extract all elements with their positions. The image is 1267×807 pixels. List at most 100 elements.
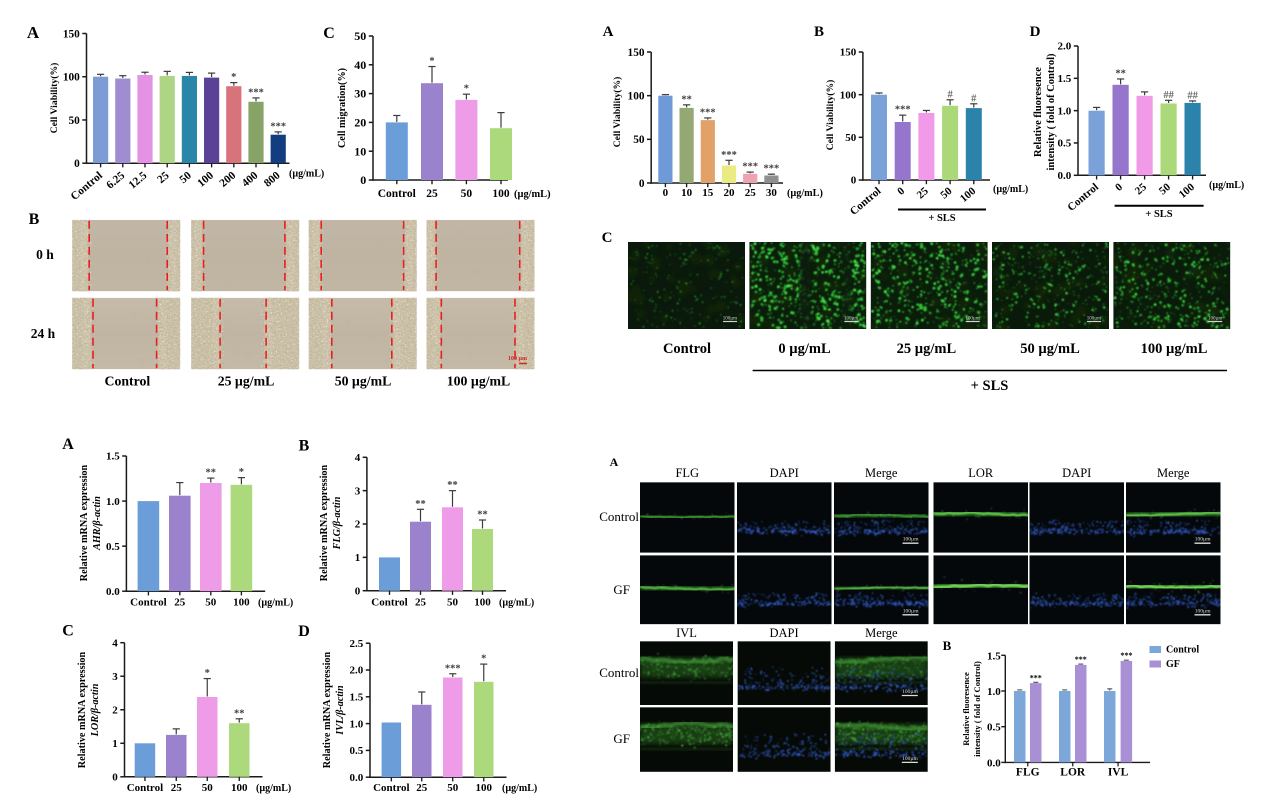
- svg-text:2.0: 2.0: [1058, 41, 1072, 53]
- svg-text:1.0: 1.0: [106, 496, 120, 508]
- svg-text:50: 50: [202, 782, 214, 794]
- svg-text:0 h: 0 h: [36, 247, 54, 262]
- svg-text:2: 2: [112, 704, 118, 716]
- svg-text:0: 0: [355, 585, 361, 597]
- svg-text:1.5: 1.5: [350, 692, 364, 704]
- svg-text:Relative mRNA expression: Relative mRNA expression: [77, 651, 88, 768]
- svg-text:***: ***: [248, 87, 264, 98]
- svg-text:0.5: 0.5: [1058, 138, 1072, 150]
- svg-text:1.5: 1.5: [1058, 73, 1072, 85]
- svg-text:Relative mRNA expression: Relative mRNA expression: [79, 464, 90, 581]
- svg-text:DAPI: DAPI: [770, 466, 799, 480]
- svg-text:Cell Viability(%): Cell Viability(%): [825, 80, 836, 151]
- svg-text:**: **: [234, 708, 245, 719]
- svg-text:*: *: [481, 654, 486, 665]
- svg-text:100µm: 100µm: [965, 317, 979, 322]
- svg-text:3: 3: [112, 671, 118, 683]
- svg-text:#: #: [971, 93, 977, 104]
- svg-text:Control: Control: [105, 374, 151, 389]
- svg-text:***: ***: [895, 105, 911, 116]
- svg-text:15: 15: [702, 187, 714, 199]
- svg-text:2.0: 2.0: [350, 665, 364, 677]
- svg-text:Control: Control: [127, 782, 163, 794]
- svg-text:**: **: [415, 499, 426, 510]
- svg-text:A: A: [603, 24, 614, 40]
- svg-text:0.0: 0.0: [350, 772, 364, 784]
- svg-text:4: 4: [355, 452, 361, 464]
- svg-text:Relative mRNA expression: Relative mRNA expression: [322, 651, 333, 768]
- svg-text:Control: Control: [378, 188, 416, 200]
- svg-text:(µg/mL): (µg/mL): [514, 189, 551, 200]
- svg-text:**: **: [1115, 68, 1126, 79]
- svg-text:100µm: 100µm: [844, 317, 858, 322]
- svg-text:IVL/β-actin: IVL/β-actin: [335, 685, 346, 736]
- svg-text:25 µg/mL: 25 µg/mL: [218, 374, 275, 389]
- svg-text:25: 25: [416, 782, 428, 794]
- svg-text:0.0: 0.0: [1058, 170, 1072, 182]
- svg-text:***: ***: [270, 121, 286, 132]
- svg-text:**: **: [477, 509, 488, 520]
- svg-text:(µg/mL): (µg/mL): [502, 783, 537, 794]
- svg-text:intensity ( fold of Control): intensity ( fold of Control): [1046, 53, 1057, 171]
- svg-text:0: 0: [639, 178, 645, 190]
- svg-text:0.5: 0.5: [350, 745, 364, 757]
- svg-text:+ SLS: + SLS: [971, 378, 1009, 394]
- svg-text:GF: GF: [613, 582, 630, 597]
- svg-text:Relative mRNA expression: Relative mRNA expression: [319, 464, 330, 581]
- svg-text:24 h: 24 h: [31, 326, 56, 341]
- svg-text:10: 10: [354, 144, 366, 158]
- svg-text:50: 50: [447, 782, 459, 794]
- svg-text:***: ***: [742, 162, 758, 173]
- svg-text:Cell Viability(%): Cell Viability(%): [49, 63, 60, 134]
- svg-text:FLG/β-actin: FLG/β-actin: [332, 496, 343, 550]
- svg-text:FLG: FLG: [675, 466, 699, 480]
- svg-text:100µm: 100µm: [723, 317, 737, 322]
- svg-text:Cell Viability(%): Cell Viability(%): [612, 77, 623, 148]
- svg-text:0: 0: [360, 173, 366, 187]
- svg-text:1: 1: [355, 552, 361, 564]
- svg-text:Control: Control: [373, 782, 409, 794]
- svg-text:1.5: 1.5: [106, 451, 120, 463]
- svg-text:AHR/β-actin: AHR/β-actin: [92, 496, 103, 551]
- svg-text:IVL: IVL: [676, 626, 697, 640]
- svg-text:Merge: Merge: [865, 466, 898, 480]
- svg-text:100µm: 100µm: [903, 608, 919, 614]
- svg-text:+ SLS: + SLS: [928, 213, 955, 224]
- svg-text:25: 25: [745, 187, 757, 199]
- svg-text:A: A: [62, 436, 74, 453]
- svg-text:Control: Control: [599, 509, 639, 524]
- svg-text:100 µm: 100 µm: [508, 356, 527, 362]
- svg-text:B: B: [299, 437, 310, 454]
- svg-text:100: 100: [628, 91, 645, 103]
- svg-text:1: 1: [112, 738, 118, 750]
- svg-text:(µg/mL): (µg/mL): [993, 184, 1028, 195]
- svg-text:50: 50: [354, 29, 366, 43]
- svg-text:25: 25: [174, 597, 186, 609]
- svg-text:**: **: [206, 468, 217, 479]
- svg-text:1.0: 1.0: [350, 718, 364, 730]
- svg-text:0.0: 0.0: [106, 586, 120, 598]
- svg-text:100: 100: [474, 597, 491, 609]
- svg-text:(µg/mL): (µg/mL): [256, 783, 291, 794]
- svg-text:C: C: [602, 230, 613, 246]
- svg-text:**: **: [681, 94, 692, 105]
- svg-text:##: ##: [1187, 90, 1198, 101]
- svg-text:**: **: [447, 480, 458, 491]
- svg-text:50: 50: [69, 115, 81, 127]
- svg-text:*: *: [231, 72, 236, 83]
- svg-text:100: 100: [233, 597, 250, 609]
- svg-text:LOR: LOR: [968, 466, 994, 480]
- svg-text:150: 150: [63, 28, 80, 40]
- svg-text:100 µg/mL: 100 µg/mL: [1141, 341, 1208, 357]
- svg-text:(µg/mL): (µg/mL): [258, 598, 293, 609]
- svg-text:A: A: [27, 23, 40, 42]
- svg-text:100µm: 100µm: [1195, 537, 1211, 543]
- svg-text:10: 10: [681, 187, 693, 199]
- svg-text:Merge: Merge: [1157, 466, 1190, 480]
- svg-text:***: ***: [764, 164, 780, 175]
- svg-text:B: B: [29, 211, 40, 228]
- svg-text:50: 50: [633, 134, 645, 146]
- svg-text:25: 25: [171, 782, 183, 794]
- svg-text:30: 30: [354, 87, 366, 101]
- svg-text:Control: Control: [371, 597, 407, 609]
